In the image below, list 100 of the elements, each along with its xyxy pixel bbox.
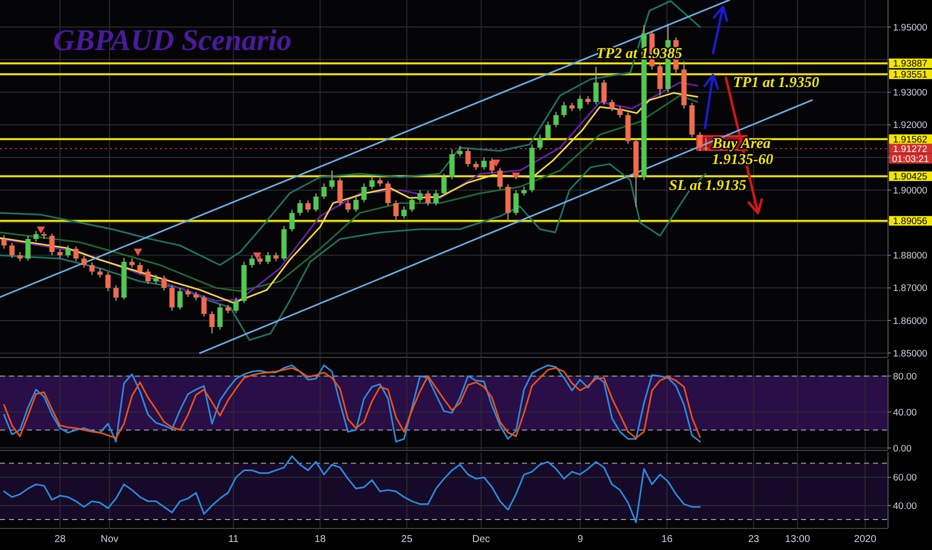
- candlestick: [265, 252, 271, 265]
- x-tick-label: Nov: [100, 534, 118, 545]
- candlestick: [297, 199, 303, 216]
- candlestick: [601, 79, 607, 106]
- y-tick-label: 60.00: [893, 472, 917, 484]
- candlestick: [25, 235, 31, 261]
- annotation: SL at 1.9135: [669, 178, 747, 194]
- candlestick: [145, 268, 151, 284]
- candlestick: [703, 137, 709, 152]
- ref-line-label: 1.90425: [893, 172, 928, 183]
- x-tick-label: 16: [661, 534, 673, 545]
- candlestick: [561, 102, 567, 118]
- y-tick-label: 1.85000: [893, 348, 928, 360]
- y-tick-label: 40.00: [893, 500, 917, 512]
- candlestick: [137, 262, 143, 275]
- candlestick: [617, 105, 623, 118]
- x-tick-label: 2020: [854, 534, 877, 545]
- ref-line-label: 1.91562: [893, 134, 928, 146]
- candlestick: [345, 200, 351, 213]
- candlestick: [361, 183, 367, 203]
- candlestick: [57, 248, 63, 260]
- line-series: [3, 455, 701, 524]
- candlestick: [65, 245, 71, 258]
- candlestick: [97, 268, 103, 278]
- x-tick-label: 28: [54, 534, 66, 545]
- candlestick: [465, 148, 471, 168]
- y-tick-label: 1.86000: [893, 316, 928, 327]
- x-tick-label: 18: [314, 534, 326, 545]
- candlestick: [489, 158, 495, 174]
- candlestick: [289, 209, 295, 232]
- ref-line-label: 1.91272: [893, 144, 928, 155]
- text: 01:03:21: [892, 154, 929, 165]
- candlestick: [209, 310, 215, 334]
- candlestick: [9, 242, 15, 258]
- candlestick: [329, 170, 335, 190]
- candlestick: [553, 111, 559, 128]
- candlestick: [1, 234, 7, 250]
- candlestick: [337, 178, 343, 206]
- candlestick: [161, 274, 167, 291]
- ref-line-label: 1.89056: [893, 216, 928, 228]
- annotation: TP1 at 1.9350: [733, 75, 820, 91]
- candlestick: [697, 132, 703, 152]
- candlestick: [305, 200, 311, 213]
- candlestick: [409, 196, 415, 212]
- candlestick: [401, 206, 407, 219]
- candlestick: [49, 233, 55, 256]
- y-tick-label: 80.00: [893, 371, 917, 382]
- candlestick: [441, 173, 447, 196]
- candlestick: [449, 148, 455, 180]
- point: [36, 226, 46, 234]
- point: [512, 172, 520, 180]
- candlestick: [73, 246, 79, 262]
- candlestick: [105, 272, 111, 292]
- candlestick: [201, 294, 207, 318]
- candlestick: [385, 180, 391, 206]
- candlestick: [217, 304, 223, 330]
- text: GBPAUD Scenario: [53, 24, 292, 57]
- y-tick-label: 1.88000: [893, 250, 928, 262]
- y-tick-label: 40.00: [893, 407, 917, 418]
- candlestick: [545, 121, 551, 141]
- candlestick: [425, 190, 431, 206]
- point: [253, 252, 262, 260]
- candlestick: [577, 95, 583, 112]
- candlestick: [177, 287, 183, 310]
- y-tick-label: 1.90000: [893, 185, 928, 196]
- candlestick: [353, 196, 359, 212]
- candlestick: [481, 156, 487, 170]
- x-tick-label: 11: [228, 534, 240, 545]
- y-tick-label: 1.87000: [893, 283, 928, 294]
- ref-line-label: 1.93551: [893, 70, 928, 81]
- candlestick: [433, 190, 439, 206]
- candlestick: [497, 167, 503, 190]
- x-tick-label: 25: [401, 534, 413, 545]
- candlestick: [249, 254, 255, 268]
- candlestick: [393, 200, 399, 222]
- candlestick: [33, 230, 39, 242]
- candlestick: [81, 255, 87, 268]
- x-tick-label: Dec: [472, 534, 490, 545]
- candlestick: [513, 190, 519, 216]
- candlestick: [417, 190, 423, 203]
- candlestick: [369, 174, 375, 190]
- y-tick-label: 0.00: [893, 443, 912, 454]
- x-tick-label: 23: [748, 534, 760, 545]
- candlestick: [89, 262, 95, 276]
- x-tick-label: 9: [577, 534, 584, 545]
- x-tick-label: 13:00: [785, 534, 810, 545]
- candlestick: [113, 284, 119, 302]
- candlestick: [233, 297, 239, 314]
- ref-line-label: 1.93887: [893, 58, 928, 70]
- line-series: [0, 163, 706, 341]
- point: [134, 248, 142, 256]
- candlestick: [593, 66, 599, 105]
- y-tick-label: 1.95000: [893, 22, 928, 34]
- candlestick: [609, 98, 615, 112]
- candlestick: [169, 285, 175, 312]
- y-tick-label: 1.92000: [893, 120, 928, 132]
- candlestick: [537, 134, 543, 150]
- candlestick: [313, 192, 319, 212]
- candlestick: [657, 62, 663, 96]
- candlestick: [321, 183, 327, 200]
